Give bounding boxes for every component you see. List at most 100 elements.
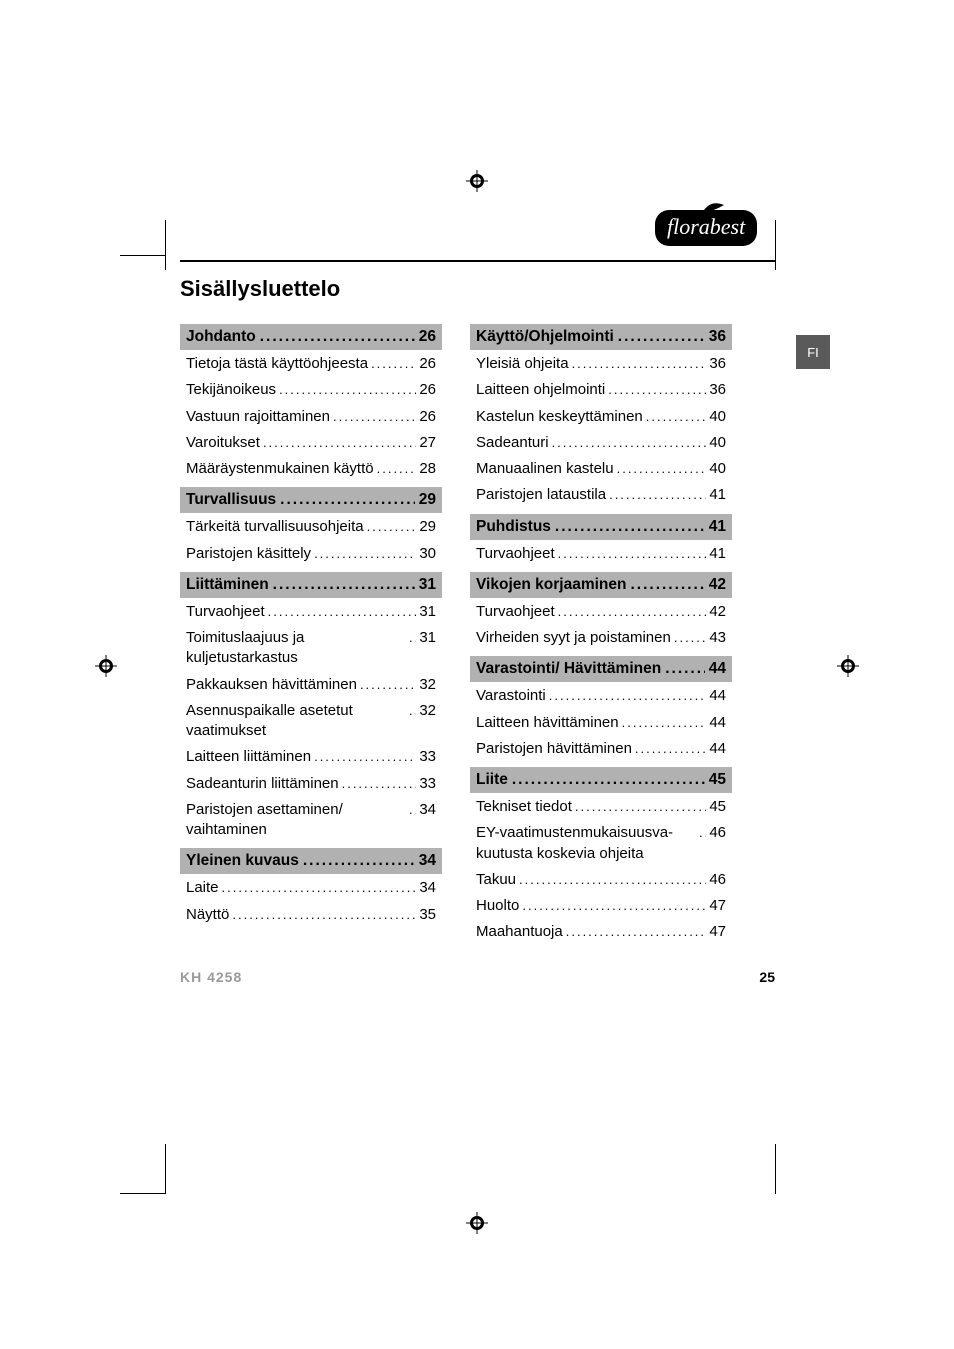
toc-label: Vastuun rajoittaminen <box>186 407 330 427</box>
toc-leader-dots: .................................... <box>512 771 705 789</box>
toc-label: Virheiden syyt ja poistaminen <box>476 628 671 648</box>
toc-page: 41 <box>709 485 726 505</box>
toc-leader-dots: .................................... <box>409 629 416 647</box>
toc-leader-dots: .................................... <box>617 460 707 478</box>
toc-entry: Asennuspaikalle asetetut vaatimukset....… <box>180 697 442 744</box>
toc-label: Yleisiä ohjeita <box>476 354 569 374</box>
toc-page: 32 <box>419 675 436 695</box>
toc-label: Laitteen liittäminen <box>186 747 311 767</box>
registration-mark-icon <box>466 170 488 192</box>
toc-section-header: Liittäminen.............................… <box>180 572 442 598</box>
toc-label: Varastointi <box>476 686 546 706</box>
toc-label: Asennuspaikalle asetetut vaatimukset <box>186 701 406 742</box>
leaf-icon <box>700 201 726 215</box>
toc-section-header: Turvallisuus............................… <box>180 487 442 513</box>
toc-leader-dots: .................................... <box>342 775 417 793</box>
toc-entry: Maahantuoja.............................… <box>470 918 732 944</box>
toc-label: Johdanto <box>186 328 256 346</box>
page-title: Sisällysluettelo <box>180 276 775 302</box>
toc-leader-dots: .................................... <box>409 702 416 720</box>
toc-label: Manuaalinen kastelu <box>476 459 614 479</box>
toc-leader-dots: .................................... <box>608 381 706 399</box>
toc-label: Liittäminen <box>186 576 269 594</box>
toc-entry: Paristojen asettaminen/ vaihtaminen.....… <box>180 796 442 843</box>
toc-leader-dots: .................................... <box>549 687 707 705</box>
toc-entry: Sadeanturi..............................… <box>470 429 732 455</box>
crop-mark <box>120 255 165 256</box>
toc-page: 34 <box>419 852 436 870</box>
toc-entry: Yleisiä ohjeita.........................… <box>470 350 732 376</box>
toc-leader-dots: .................................... <box>314 748 416 766</box>
toc-leader-dots: .................................... <box>665 660 705 678</box>
toc-label: Turvaohjeet <box>186 602 265 622</box>
registration-mark-icon <box>95 655 117 677</box>
toc-label: EY-vaatimustenmukaisuusva-kuutusta koske… <box>476 823 696 864</box>
language-tab: FI <box>796 335 830 369</box>
toc-entry: Turvaohjeet.............................… <box>180 598 442 624</box>
model-number: KH 4258 <box>180 969 242 985</box>
toc-entry: Tekijänoikeus...........................… <box>180 376 442 402</box>
toc-label: Vikojen korjaaminen <box>476 576 626 594</box>
crop-mark <box>120 1193 165 1194</box>
toc-leader-dots: .................................... <box>232 906 416 924</box>
page-number: 25 <box>759 969 775 985</box>
toc-entry: Laitteen liittäminen....................… <box>180 743 442 769</box>
crop-mark <box>165 220 166 270</box>
toc-label: Sadeanturin liittäminen <box>186 774 339 794</box>
toc-label: Yleinen kuvaus <box>186 852 299 870</box>
toc-section-header: Johdanto................................… <box>180 324 442 350</box>
toc-label: Takuu <box>476 870 516 890</box>
toc-leader-dots: .................................... <box>646 408 707 426</box>
toc-entry: Varastointi.............................… <box>470 682 732 708</box>
toc-label: Puhdistus <box>476 518 551 536</box>
toc-label: Näyttö <box>186 905 229 925</box>
toc-entry: Paristojen käsittely....................… <box>180 540 442 566</box>
toc-page: 40 <box>709 407 726 427</box>
toc-entry: Laite...................................… <box>180 874 442 900</box>
brand-text: florabest <box>667 214 745 239</box>
toc-section-header: Vikojen korjaaminen.....................… <box>470 572 732 598</box>
toc-page: 45 <box>709 771 726 789</box>
page-footer: KH 4258 25 <box>180 969 775 985</box>
toc-leader-dots: .................................... <box>279 381 416 399</box>
toc-leader-dots: .................................... <box>333 408 416 426</box>
toc-column-right: Käyttö/Ohjelmointi......................… <box>470 318 732 945</box>
toc-entry: Paristojen hävittäminen.................… <box>470 735 732 761</box>
toc-page: 45 <box>709 797 726 817</box>
toc-leader-dots: .................................... <box>371 355 416 373</box>
toc-label: Laitteen hävittäminen <box>476 713 619 733</box>
toc-entry: Virheiden syyt ja poistaminen...........… <box>470 624 732 650</box>
toc-entry: Manuaalinen kastelu.....................… <box>470 455 732 481</box>
toc-entry: Pakkauksen hävittäminen.................… <box>180 671 442 697</box>
toc-label: Toimituslaajuus ja kuljetustarkastus <box>186 628 406 669</box>
toc-page: 44 <box>709 660 726 678</box>
toc-leader-dots: .................................... <box>622 714 707 732</box>
toc-page: 26 <box>419 354 436 374</box>
toc-entry: Tärkeitä turvallisuusohjeita............… <box>180 513 442 539</box>
toc-page: 46 <box>709 870 726 890</box>
toc-page: 33 <box>419 774 436 794</box>
toc-page: 47 <box>709 896 726 916</box>
toc-entry: Sadeanturin liittäminen.................… <box>180 770 442 796</box>
toc-columns: Johdanto................................… <box>180 318 775 945</box>
toc-label: Pakkauksen hävittäminen <box>186 675 357 695</box>
crop-mark <box>165 1144 166 1194</box>
toc-entry: Vastuun rajoittaminen...................… <box>180 403 442 429</box>
toc-label: Laite <box>186 878 219 898</box>
toc-leader-dots: .................................... <box>280 491 415 509</box>
toc-label: Liite <box>476 771 508 789</box>
toc-leader-dots: .................................... <box>268 603 417 621</box>
toc-label: Laitteen ohjelmointi <box>476 380 605 400</box>
toc-label: Paristojen asettaminen/ vaihtaminen <box>186 800 406 841</box>
toc-label: Varastointi/ Hävittäminen <box>476 660 661 678</box>
toc-page: 28 <box>419 459 436 479</box>
toc-page: 46 <box>709 823 726 843</box>
toc-leader-dots: .................................... <box>630 576 704 594</box>
toc-label: Paristojen käsittely <box>186 544 311 564</box>
toc-page: 31 <box>419 602 436 622</box>
toc-page: 26 <box>419 407 436 427</box>
toc-page: 26 <box>419 328 436 346</box>
page-content: florabest Sisällysluettelo FI Johdanto..… <box>180 200 775 945</box>
toc-leader-dots: .................................... <box>558 545 707 563</box>
toc-page: 34 <box>419 800 436 820</box>
